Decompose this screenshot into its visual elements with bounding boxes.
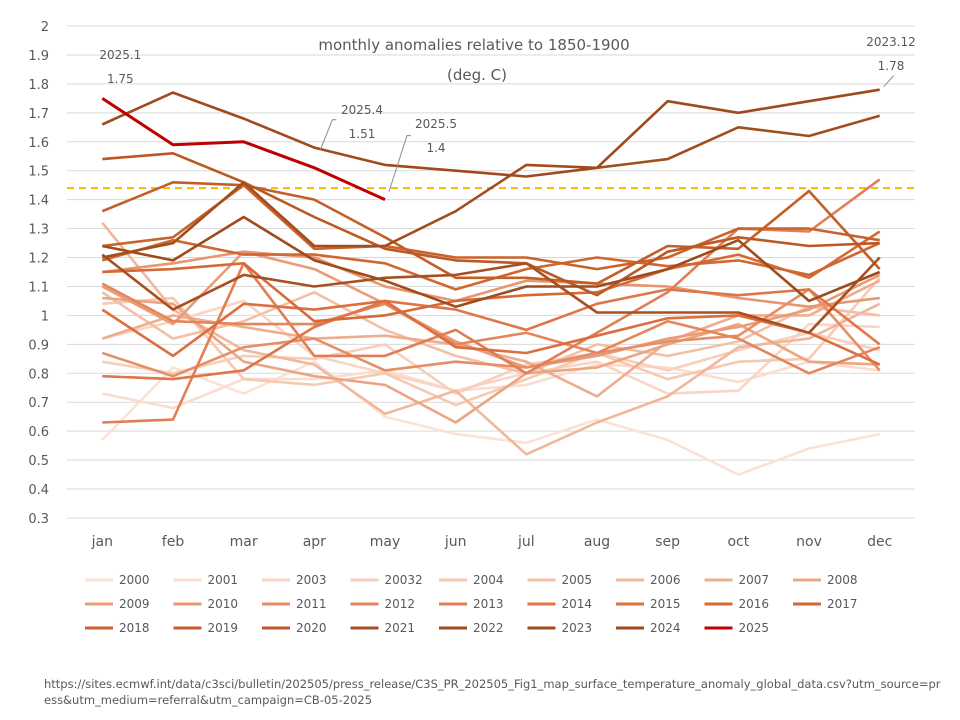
- legend-label: 20032: [385, 573, 423, 587]
- source-url: https://sites.ecmwf.int/data/c3sci/bulle…: [44, 677, 941, 707]
- y-tick-label: 1.1: [28, 280, 49, 295]
- series-line-2012: [101, 282, 881, 375]
- legend-label: 2022: [473, 621, 504, 635]
- series-lines: [101, 88, 881, 476]
- x-tick-label: nov: [796, 534, 822, 550]
- y-tick-label: 1.6: [28, 136, 49, 151]
- legend-label: 2003: [296, 573, 327, 587]
- legend-label: 2023: [562, 621, 593, 635]
- x-tick-label: aug: [584, 534, 610, 550]
- series-line-2010: [102, 250, 880, 309]
- y-tick-label: 1.4: [28, 194, 49, 209]
- annotation-text: 1.78: [878, 59, 905, 73]
- legend-label: 2020: [296, 621, 327, 635]
- y-tick-label: 1.5: [28, 165, 49, 180]
- x-axis-ticks: jan feb mar apr may jun jul aug sep oct nov dec: [91, 534, 893, 550]
- legend-label: 2019: [208, 621, 239, 635]
- y-tick-label: 0.7: [28, 396, 49, 411]
- y-tick-label: 1.2: [28, 252, 49, 267]
- legend-label: 2017: [827, 597, 858, 611]
- series-line-2021: [101, 253, 881, 335]
- series-line-20032: [102, 331, 881, 395]
- legend-label: 2008: [827, 573, 858, 587]
- series-line-2011: [101, 288, 881, 378]
- chart-subtitle: (deg. C): [447, 66, 507, 84]
- x-tick-label: apr: [303, 534, 326, 550]
- series-line-2004: [102, 276, 881, 407]
- legend-label: 2016: [739, 597, 770, 611]
- legend-label: 2013: [473, 597, 504, 611]
- legend-label: 2021: [385, 621, 416, 635]
- legend-label: 2011: [296, 597, 327, 611]
- chart-title: monthly anomalies relative to 1850-1900: [318, 36, 629, 54]
- y-tick-label: 0.5: [28, 454, 49, 469]
- annotation-text: 2025.4: [341, 103, 383, 117]
- x-tick-label: oct: [727, 534, 749, 550]
- annotation-text: 1.75: [107, 72, 134, 86]
- y-tick-label: 0.9: [28, 338, 49, 353]
- annotation-text: 2023.12: [866, 35, 916, 49]
- series-line-2024: [101, 88, 880, 178]
- x-tick-label: mar: [230, 534, 258, 550]
- x-tick-label: feb: [162, 534, 185, 550]
- series-line-2016: [102, 230, 881, 323]
- x-tick-label: sep: [655, 534, 680, 550]
- annotation-text: 2025.1: [99, 48, 141, 62]
- legend-label: 2000: [119, 573, 150, 587]
- y-tick-label: 0.8: [28, 367, 49, 382]
- x-tick-label: jul: [517, 534, 535, 550]
- annotation-text: 2025.5: [415, 117, 457, 131]
- y-tick-label: 0.3: [28, 512, 49, 527]
- annotation-leader: [319, 119, 337, 150]
- legend-label: 2018: [119, 621, 150, 635]
- legend-label: 2009: [119, 597, 150, 611]
- legend: 2000 2001 2003 20032 2004 2005 2006 2007 2008 200…: [85, 573, 858, 635]
- y-tick-label: 0.4: [28, 483, 49, 498]
- x-tick-label: may: [370, 534, 401, 550]
- legend-label: 2025: [739, 621, 770, 635]
- annotation-text: 1.4: [426, 141, 445, 155]
- legend-label: 2010: [208, 597, 239, 611]
- legend-label: 2012: [385, 597, 416, 611]
- legend-label: 2005: [562, 573, 593, 587]
- series-line-2025: [101, 97, 386, 201]
- y-tick-label: 1.7: [28, 107, 49, 122]
- legend-label: 2001: [208, 573, 239, 587]
- legend-label: 2004: [473, 573, 504, 587]
- series-line-2022: [102, 215, 881, 309]
- x-tick-label: dec: [867, 534, 892, 550]
- annotation-text: 1.51: [349, 127, 376, 141]
- y-tick-label: 0.6: [28, 425, 49, 440]
- gridlines: [67, 25, 915, 519]
- series-line-2000: [101, 360, 880, 476]
- legend-label: 2015: [650, 597, 681, 611]
- y-tick-label: 1: [41, 309, 49, 324]
- series-line-2014: [102, 288, 881, 381]
- x-tick-label: jun: [444, 534, 467, 550]
- y-tick-label: 1.3: [28, 223, 49, 238]
- annotation-leader: [883, 75, 895, 88]
- y-tick-label: 1.9: [28, 49, 49, 64]
- series-line-2023: [102, 114, 881, 259]
- series-line-2003: [101, 299, 880, 395]
- series-line-2017: [101, 238, 881, 291]
- series-line-2020: [102, 152, 880, 297]
- x-tick-label: jan: [91, 534, 113, 550]
- y-tick-label: 2: [41, 20, 49, 35]
- line-chart: 0.3 0.4 0.5 0.6 0.7 0.8 0.9 1 1.1 1.2 1.3 1.4 1.5 1.6…: [28, 20, 916, 635]
- legend-label: 2024: [650, 621, 681, 635]
- y-axis-ticks: 0.3 0.4 0.5 0.6 0.7 0.8 0.9 1 1.1 1.2 1.3 1.4 1.5 1.6…: [28, 20, 49, 527]
- annotations: 2025.1 1.75 2025.4 1.51 2025.5 1.4 2023.12 1.78: [99, 35, 916, 192]
- legend-label: 2007: [739, 573, 770, 587]
- legend-label: 2006: [650, 573, 681, 587]
- y-tick-label: 1.8: [28, 78, 49, 93]
- legend-label: 2014: [562, 597, 593, 611]
- series-line-2015: [101, 299, 881, 366]
- annotation-leader: [388, 135, 411, 192]
